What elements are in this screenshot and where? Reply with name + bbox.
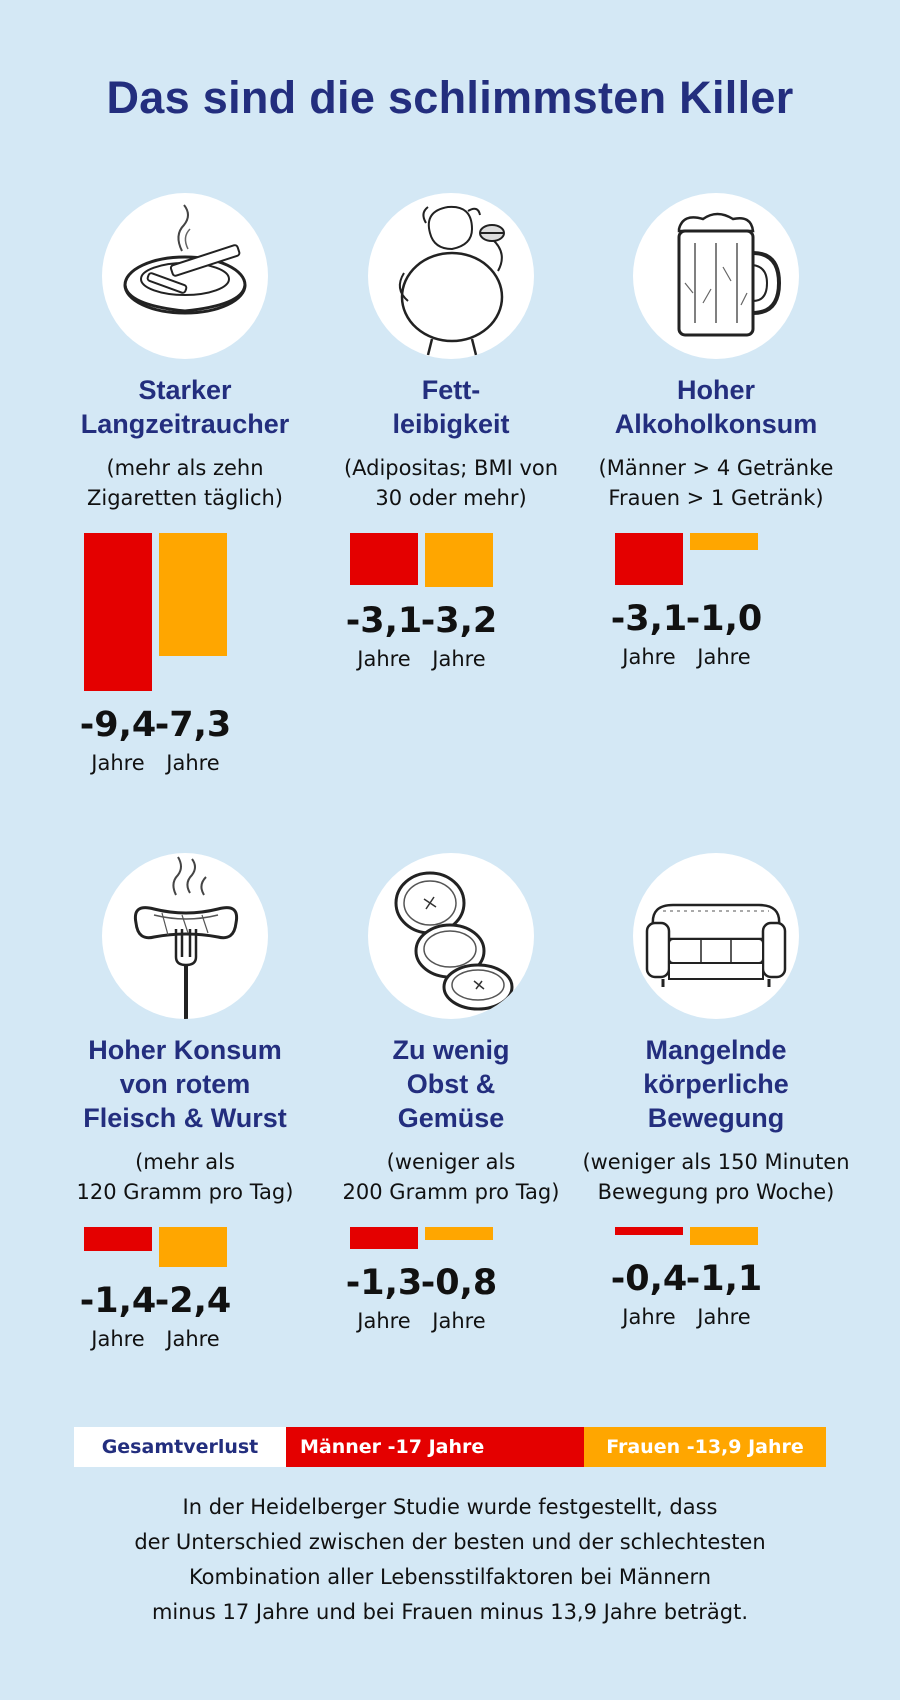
total-loss-men: Männer -17 Jahre: [286, 1427, 584, 1467]
bar-women-unit: Jahre: [432, 1308, 486, 1333]
bar-men: [615, 533, 683, 586]
bar-women-value: -7,3: [154, 704, 232, 745]
category-note: (mehr als 120 Gramm pro Tag): [76, 1150, 294, 1204]
bar-women-unit: Jahre: [166, 1327, 220, 1352]
bar-women: [690, 1227, 758, 1246]
category-title: Starker Langzeitraucher: [80, 375, 290, 439]
bar-women-value: -1,1: [685, 1259, 763, 1300]
bar-men-value: -9,4: [79, 704, 157, 745]
page-title: Das sind die schlimmsten Killer: [106, 72, 794, 123]
category-title: Fett- leibigkeit: [392, 375, 510, 439]
bar-men: [350, 533, 418, 586]
category-note: (weniger als 150 Minuten Bewegung pro Wo…: [582, 1150, 850, 1204]
bar-men: [84, 533, 152, 691]
beer-mug-icon: [633, 193, 799, 359]
bar-men-value: -1,3: [345, 1262, 423, 1303]
bar-men-unit: Jahre: [622, 645, 676, 670]
bar-women-value: -0,8: [420, 1262, 498, 1303]
ashtray-cigarette-icon: [102, 193, 268, 359]
total-loss-bar: Gesamtverlust Männer -17 Jahre Frauen -1…: [74, 1427, 826, 1467]
bar-women: [425, 1227, 493, 1241]
category-note: (weniger als 200 Gramm pro Tag): [342, 1150, 560, 1204]
category-title: Hoher Alkoholkonsum: [614, 375, 818, 439]
category-note: (Männer > 4 Getränke Frauen > 1 Getränk): [598, 456, 834, 510]
bar-men-unit: Jahre: [357, 646, 411, 671]
category-title: Zu wenig Obst & Gemüse: [392, 1035, 510, 1133]
bar-men-unit: Jahre: [622, 1305, 676, 1330]
total-loss-women: Frauen -13,9 Jahre: [584, 1427, 826, 1467]
bar-women-unit: Jahre: [697, 1305, 751, 1330]
category-note: (Adipositas; BMI von 30 oder mehr): [343, 456, 559, 510]
sausage-fork-icon: [102, 853, 268, 1019]
bar-women-value: -3,2: [420, 600, 498, 641]
bar-women: [159, 533, 227, 656]
bar-women: [690, 533, 758, 550]
bar-women-value: -1,0: [685, 599, 763, 640]
total-loss-label: Gesamtverlust: [74, 1427, 286, 1467]
bar-women-unit: Jahre: [166, 750, 220, 775]
bar-women-value: -2,4: [154, 1281, 232, 1322]
bar-men: [350, 1227, 418, 1249]
bar-women: [159, 1227, 227, 1268]
bar-men-value: -3,1: [610, 599, 688, 640]
cucumber-slices-icon: [368, 853, 534, 1019]
category-title: Mangelnde körperliche Bewegung: [643, 1035, 789, 1133]
bar-men-value: -3,1: [345, 600, 423, 641]
footer-text: In der Heidelberger Studie wurde festges…: [134, 1495, 766, 1624]
bar-men: [84, 1227, 152, 1251]
bar-men-unit: Jahre: [91, 1327, 145, 1352]
bar-men-value: -1,4: [79, 1281, 157, 1322]
bar-women-unit: Jahre: [432, 646, 486, 671]
bar-men-unit: Jahre: [91, 750, 145, 775]
category-note: (mehr als zehn Zigaretten täglich): [86, 456, 284, 510]
category-title: Hoher Konsum von rotem Fleisch & Wurst: [83, 1035, 287, 1133]
obese-person-burger-icon: [368, 193, 534, 359]
sofa-icon: [633, 853, 799, 1019]
bar-men: [615, 1227, 683, 1235]
bar-women: [425, 533, 493, 587]
bar-men-unit: Jahre: [357, 1308, 411, 1333]
bar-men-value: -0,4: [610, 1259, 688, 1300]
bar-women-unit: Jahre: [697, 645, 751, 670]
